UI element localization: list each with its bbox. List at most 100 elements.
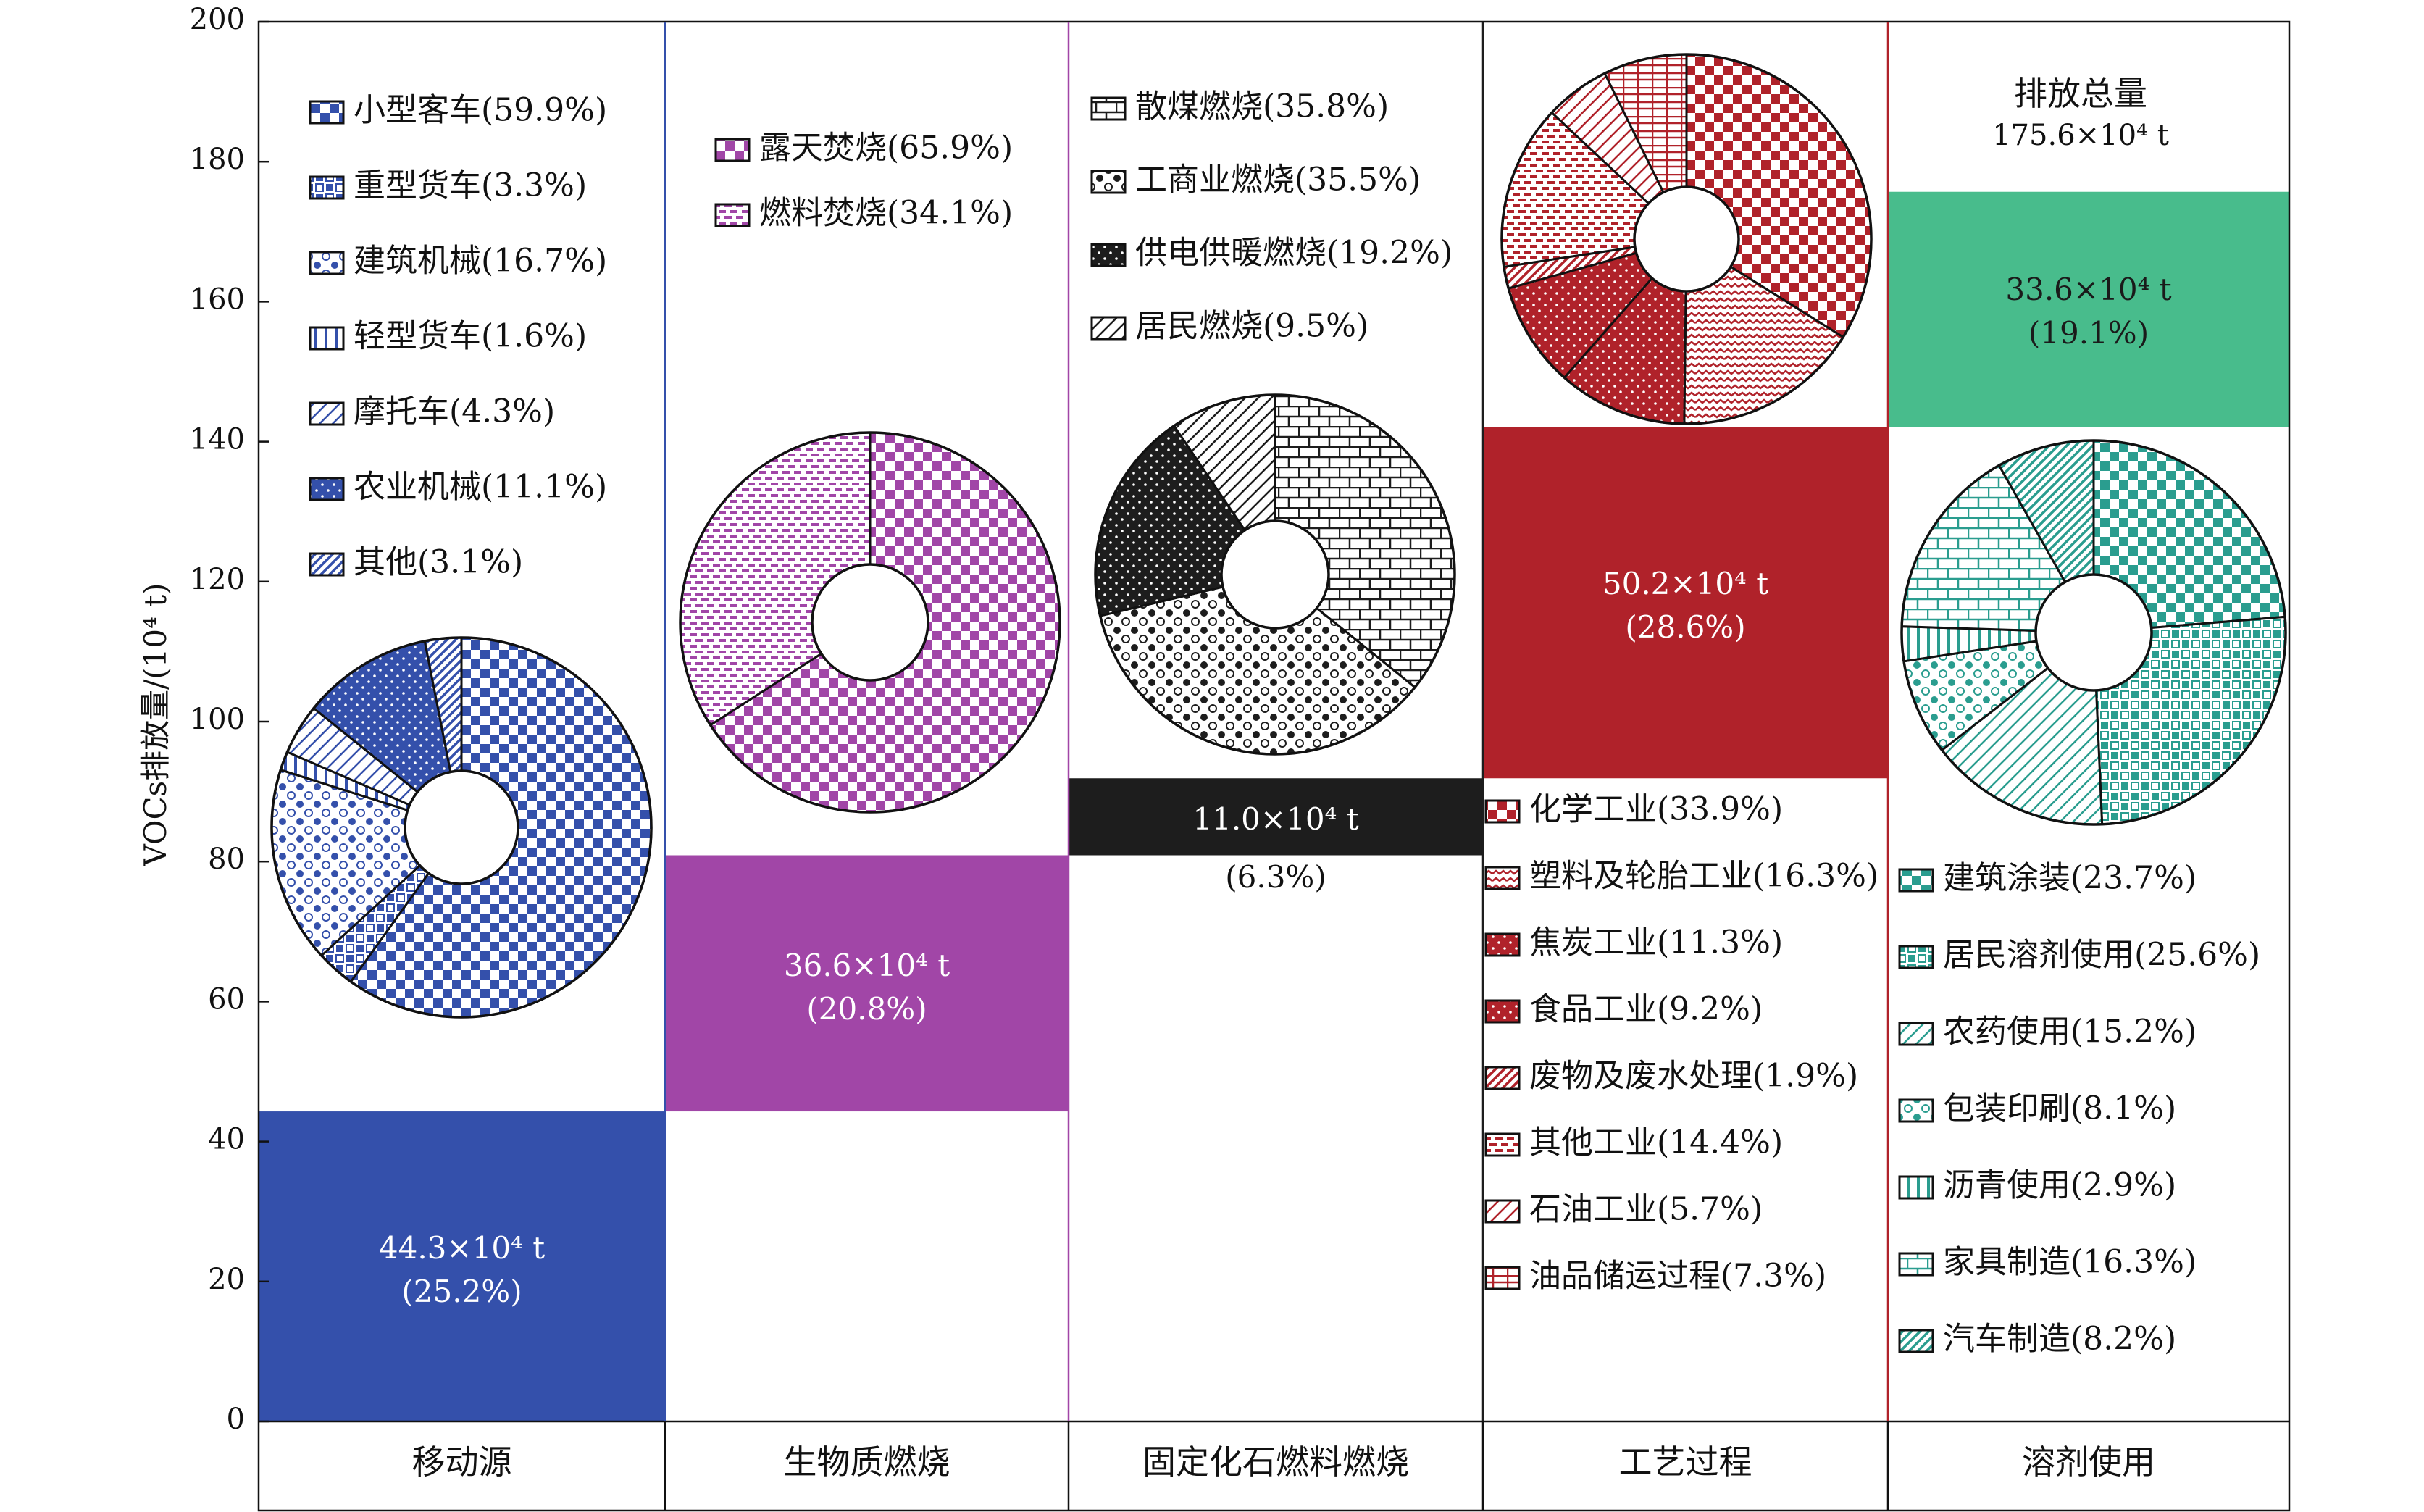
y-tick-label: 200 <box>190 3 245 36</box>
legend-swatch <box>1898 1175 1934 1200</box>
legend-label: 小型客车(59.9%) <box>354 92 607 129</box>
legend-label: 沥青使用(2.9%) <box>1943 1167 2176 1204</box>
legend-swatch <box>309 477 345 501</box>
y-tick-label: 180 <box>190 143 245 176</box>
plot-frame <box>257 20 2291 1512</box>
category-label: 生物质燃烧 <box>784 1442 950 1482</box>
legend-label: 摩托车(4.3%) <box>354 393 555 430</box>
legend-swatch <box>1898 1252 1934 1277</box>
bar-share-label: (28.6%) <box>1625 609 1745 645</box>
legend-swatch <box>309 100 345 125</box>
legend-swatch <box>1484 1266 1521 1290</box>
legend-swatch <box>1898 1022 1934 1046</box>
legend-label: 燃料焚烧(34.1%) <box>759 195 1013 232</box>
y-tick-label: 0 <box>227 1403 245 1436</box>
legend-label: 工商业燃烧(35.5%) <box>1135 162 1421 199</box>
donut-outline <box>679 431 1061 814</box>
legend-label: 供电供暖燃烧(19.2%) <box>1135 235 1453 272</box>
y-tick-label: 100 <box>190 703 245 736</box>
bar-1 <box>259 1111 665 1421</box>
bar-share-label: (19.1%) <box>2028 315 2149 351</box>
legend-swatch <box>1484 799 1521 824</box>
donut-outline <box>1094 393 1456 756</box>
donut-hole <box>1633 185 1740 293</box>
donut-hole <box>811 563 929 682</box>
donut-outline <box>1500 53 1873 425</box>
legend-swatch <box>1090 243 1127 267</box>
legend-label: 居民溶剂使用(25.6%) <box>1943 937 2260 974</box>
legend-label: 塑料及轮胎工业(16.3%) <box>1529 858 1878 895</box>
legend-label: 包装印刷(8.1%) <box>1943 1090 2176 1127</box>
category-label: 固定化石燃料燃烧 <box>1142 1442 1409 1482</box>
donut-hole <box>404 769 519 885</box>
legend-swatch <box>309 401 345 426</box>
legend-swatch <box>1898 868 1934 893</box>
legend-swatch <box>309 552 345 577</box>
legend-label: 农药使用(15.2%) <box>1943 1014 2197 1051</box>
legend-label: 其他工业(14.4%) <box>1529 1124 1783 1161</box>
y-tick-label: 20 <box>208 1263 245 1296</box>
legend-swatch <box>1090 96 1127 121</box>
legend-swatch <box>1090 170 1127 194</box>
bar-share-label: (25.2%) <box>401 1274 522 1309</box>
donut-hole <box>2034 573 2153 692</box>
bar-value-label: 33.6×10⁴ t <box>2005 272 2171 307</box>
bar-value-label: 44.3×10⁴ t <box>379 1230 545 1266</box>
legend-swatch <box>714 138 751 162</box>
legend-swatch <box>1898 1098 1934 1123</box>
legend-label: 废物及废水处理(1.9%) <box>1529 1058 1858 1095</box>
bar-share-label: (20.8%) <box>806 991 927 1027</box>
legend-label: 家具制造(16.3%) <box>1943 1244 2197 1281</box>
legend-label: 焦炭工业(11.3%) <box>1529 924 1783 961</box>
bar-value-label: 36.6×10⁴ t <box>784 948 950 983</box>
legend-swatch <box>1484 866 1521 890</box>
y-tick-label: 120 <box>190 563 245 596</box>
legend-swatch <box>1484 999 1521 1024</box>
legend-swatch <box>714 203 751 227</box>
legend-label: 露天焚烧(65.9%) <box>759 130 1013 167</box>
bar-2 <box>665 855 1069 1112</box>
legend-swatch <box>1484 1199 1521 1224</box>
y-tick-label: 160 <box>190 283 245 316</box>
legend-label: 居民燃烧(9.5%) <box>1135 308 1368 345</box>
bar-value-label: 50.2×10⁴ t <box>1602 566 1768 601</box>
legend-label: 重型货车(3.3%) <box>354 167 587 204</box>
bar-3 <box>1069 778 1483 856</box>
legend-swatch <box>309 175 345 200</box>
y-tick-label: 40 <box>208 1123 245 1156</box>
y-tick-label: 60 <box>208 982 245 1016</box>
legend-swatch <box>1898 1329 1934 1353</box>
legend-swatch <box>1484 932 1521 957</box>
bar-value-label: 11.0×10⁴ t <box>1192 801 1358 837</box>
y-tick-label: 80 <box>208 843 245 876</box>
donut-outline <box>270 636 653 1019</box>
bar-4 <box>1483 427 1888 779</box>
legend-swatch <box>1484 1132 1521 1157</box>
bar-5 <box>1888 191 2289 427</box>
y-axis-label: VOCs排放量/(10⁴ t) <box>138 582 173 866</box>
donut-outline <box>1900 439 2287 826</box>
legend-label: 石油工业(5.7%) <box>1529 1191 1763 1228</box>
y-tick-label: 140 <box>190 423 245 456</box>
legend-label: 建筑机械(16.7%) <box>354 243 607 280</box>
legend-swatch <box>309 251 345 275</box>
legend-label: 油品储运过程(7.3%) <box>1529 1258 1826 1295</box>
total-label: 排放总量 <box>2014 74 2147 113</box>
legend-label: 轻型货车(1.6%) <box>354 318 587 355</box>
legend-label: 汽车制造(8.2%) <box>1943 1321 2176 1358</box>
legend-label: 农业机械(11.1%) <box>354 469 607 506</box>
donut-hole <box>1220 519 1330 630</box>
legend-label: 其他(3.1%) <box>354 544 523 581</box>
legend-swatch <box>1090 316 1127 341</box>
legend-label: 建筑涂装(23.7%) <box>1943 860 2197 897</box>
bar-share-label: (6.3%) <box>1225 859 1326 895</box>
legend-label: 食品工业(9.2%) <box>1529 991 1763 1028</box>
legend-swatch <box>309 326 345 351</box>
category-label: 溶剂使用 <box>2022 1442 2155 1482</box>
legend-label: 散煤燃烧(35.8%) <box>1135 88 1389 125</box>
legend-label: 化学工业(33.9%) <box>1529 791 1783 828</box>
legend-swatch <box>1898 945 1934 969</box>
category-label: 移动源 <box>412 1442 512 1482</box>
total-value: 175.6×10⁴ t <box>1992 119 2169 152</box>
